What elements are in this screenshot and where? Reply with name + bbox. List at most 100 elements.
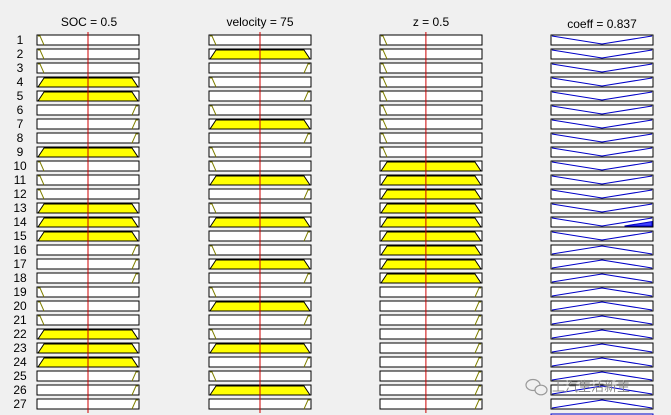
rule-cell-frame [379, 146, 483, 158]
membership-curve [210, 161, 217, 172]
output-cell-frame [550, 146, 654, 158]
membership-curve [38, 189, 45, 200]
output-rule-cell [550, 356, 654, 368]
membership-curve [38, 63, 45, 74]
input-rule-cell [379, 356, 483, 368]
membership-fill [380, 203, 482, 214]
membership-fill [380, 231, 482, 242]
membership-curve [210, 77, 217, 88]
output-cell-frame [550, 328, 654, 340]
membership-curve [303, 357, 310, 368]
output-membership-curve [551, 91, 653, 101]
output-cell-frame [550, 272, 654, 284]
output-cell-frame [550, 286, 654, 298]
output-rule-cell [550, 202, 654, 214]
rule-cell-frame [379, 76, 483, 88]
output-activation-fill [624, 221, 653, 227]
output-cell-frame [550, 342, 654, 354]
output-rule-cell [550, 146, 654, 158]
membership-fill [380, 259, 482, 270]
rule-number: 3 [17, 61, 24, 75]
rule-number: 2 [17, 47, 24, 61]
rule-number: 16 [13, 243, 27, 257]
input-rule-cell [379, 202, 483, 214]
output-rule-cell [550, 62, 654, 74]
output-membership-curve [551, 301, 653, 311]
rule-cell-frame [379, 132, 483, 144]
output-membership-curve [551, 133, 653, 143]
input-rule-cell [379, 286, 483, 298]
rule-cell-frame [379, 104, 483, 116]
input-rule-cell [379, 146, 483, 158]
rule-number: 18 [13, 271, 27, 285]
rule-cell-frame [379, 300, 483, 312]
input-rule-cell [379, 258, 483, 270]
output-cell-frame [550, 384, 654, 396]
output-rule-cell [550, 370, 654, 382]
output-rule-cell [550, 328, 654, 340]
input-rule-cell [379, 48, 483, 60]
membership-curve [303, 315, 310, 326]
membership-curve [474, 287, 481, 298]
membership-curve [381, 63, 388, 74]
output-cell-frame [550, 160, 654, 172]
input-rule-cell [379, 34, 483, 46]
output-membership-curve [551, 217, 653, 227]
output-cell-frame [550, 132, 654, 144]
membership-curve [38, 35, 45, 46]
membership-fill [380, 161, 482, 172]
membership-curve [210, 245, 217, 256]
membership-curve [210, 35, 217, 46]
rule-cell-frame [379, 62, 483, 74]
rule-number: 17 [13, 257, 27, 271]
output-cell-frame [550, 398, 654, 410]
membership-curve [303, 189, 310, 200]
input-rule-cell [379, 398, 483, 410]
input-rule-cell [379, 244, 483, 256]
output-membership-curve [551, 343, 653, 353]
membership-fill [380, 273, 482, 284]
input-rule-cell [379, 132, 483, 144]
membership-curve [381, 77, 388, 88]
output-membership-curve [551, 259, 653, 269]
aggregated-output-plot [550, 413, 654, 415]
output-membership-curve [551, 315, 653, 325]
wechat-icon [525, 378, 548, 396]
rule-number: 23 [13, 341, 27, 355]
input-rule-cell [379, 188, 483, 200]
membership-curve [38, 301, 45, 312]
output-cell-frame [550, 244, 654, 256]
rule-number: 20 [13, 299, 27, 313]
output-membership-curve [551, 273, 653, 283]
rule-number: 7 [17, 117, 24, 131]
membership-curve [381, 119, 388, 130]
output-membership-curve [551, 175, 653, 185]
rule-number-labels: 1234567891011121314151617181920212223242… [13, 33, 27, 411]
output-cell-frame [550, 174, 654, 186]
membership-curve [131, 371, 138, 382]
membership-curve [381, 147, 388, 158]
input-rule-cell [379, 300, 483, 312]
output-cell-frame [550, 34, 654, 46]
output-cell-frame [550, 118, 654, 130]
output-cell-frame [550, 314, 654, 326]
output-membership-curve [551, 203, 653, 213]
membership-curve [303, 91, 310, 102]
input-rule-cell [379, 76, 483, 88]
input-rule-cell [379, 272, 483, 284]
input-value-markers[interactable] [87, 32, 427, 413]
rule-number: 26 [13, 383, 27, 397]
rule-number: 10 [13, 159, 27, 173]
membership-curve [131, 273, 138, 284]
membership-curve [474, 357, 481, 368]
membership-curve [381, 35, 388, 46]
velocity-column-title: velocity = 75 [226, 15, 293, 29]
output-cell-frame [550, 258, 654, 270]
output-rule-cell [550, 90, 654, 102]
output-rule-cell [550, 76, 654, 88]
z-column-title: z = 0.5 [413, 15, 450, 29]
output-cell-frame [550, 202, 654, 214]
output-rule-cell [550, 258, 654, 270]
output-rule-cell [550, 160, 654, 172]
